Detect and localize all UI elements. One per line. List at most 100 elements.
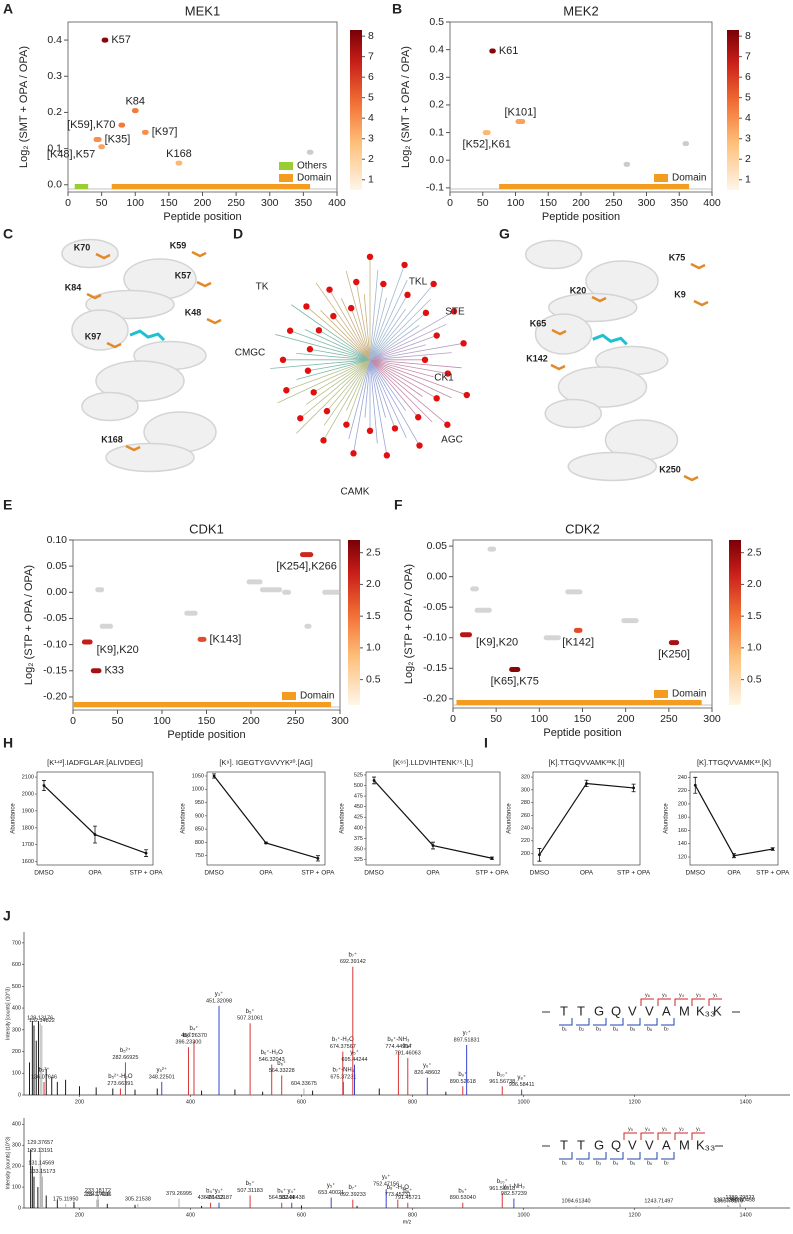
x-tick-label: 600 <box>297 1212 306 1218</box>
peptide-segment <box>306 149 314 155</box>
y-tick-label: 525 <box>354 772 363 778</box>
tree-branch <box>270 359 371 369</box>
y-ion-bracket <box>640 1132 654 1140</box>
peak-label: 774.44904 <box>385 1044 411 1050</box>
peptide-segment <box>282 589 292 595</box>
tree-branch <box>369 279 408 360</box>
y-ion-label: y₄ <box>645 1126 651 1132</box>
peak-label: 692.39142 <box>340 959 366 965</box>
x-tick-label: 1000 <box>517 1099 529 1105</box>
plot-frame <box>365 771 501 866</box>
peptide-segment <box>487 546 497 552</box>
b-ion-label: b₆ <box>647 1026 652 1032</box>
residue: G <box>594 1003 604 1018</box>
y-tick-label: 2000 <box>22 791 34 797</box>
tree-branch <box>369 359 462 369</box>
protein-ribbon <box>95 360 185 402</box>
b-ion-bracket <box>661 1018 675 1026</box>
y-tick-label: -0.05 <box>423 601 447 613</box>
b-ion-label: b₁ <box>562 1026 567 1032</box>
colorbar-tick-label: 0.5 <box>366 673 381 685</box>
x-tick-label: 1200 <box>628 1099 640 1105</box>
lysine-stick <box>206 317 222 325</box>
legend-swatch <box>654 174 668 182</box>
legend-label: Others <box>297 161 327 172</box>
image-label: K57 <box>175 270 192 280</box>
image-label: K70 <box>74 242 91 252</box>
tree-branch <box>369 359 448 374</box>
line <box>538 782 634 856</box>
segment-label: [K35] <box>105 133 131 145</box>
tree-branch <box>369 270 379 360</box>
segment-label: [K9],K20 <box>97 644 139 656</box>
y-tick-label: 100 <box>12 1185 21 1191</box>
tree-branch <box>369 352 452 361</box>
y-tick-label: 120 <box>678 854 687 860</box>
legend-label: Domain <box>672 173 706 184</box>
tree-branch <box>277 359 371 404</box>
residue: T <box>560 1003 568 1018</box>
y-axis-label: Log₂ (SMT + OPA / OPA) <box>18 46 30 168</box>
kinase-dot <box>304 367 312 374</box>
legend-swatch <box>282 692 296 700</box>
y-tick-label: 400 <box>12 1122 21 1128</box>
peak-label: 982.57239 <box>501 1191 527 1197</box>
y-tick-label: -0.15 <box>423 662 447 674</box>
b-ion-bracket <box>644 1152 658 1160</box>
x-tick-label: 300 <box>638 197 656 209</box>
residue: M <box>679 1137 690 1152</box>
residue: Q <box>611 1137 621 1152</box>
peak-ion: y₉⁺-NH₃ <box>503 1183 525 1190</box>
point <box>372 779 376 782</box>
plot-frame <box>449 21 713 193</box>
x-tick-label: DMSO <box>34 870 54 877</box>
point <box>264 841 268 845</box>
peak-ion: b₇⁺ <box>349 1184 358 1191</box>
residue: Q <box>611 1003 621 1018</box>
b-ion-label: b₄ <box>613 1026 619 1032</box>
y-tick-label: 160 <box>678 828 687 834</box>
colorbar-tick-label: 6 <box>368 71 374 83</box>
y-tick-label: 140 <box>678 841 687 847</box>
residue: A <box>662 1137 671 1152</box>
axes <box>23 932 790 1096</box>
segment-label: [K65],K75 <box>491 675 539 687</box>
peptide-segment <box>474 607 492 613</box>
b-ion-bracket <box>576 1152 590 1160</box>
kinase-dot <box>320 437 327 444</box>
tree-branch <box>296 359 371 434</box>
y-tick-label: 0.5 <box>429 16 444 28</box>
y-tick-label: 325 <box>354 857 363 863</box>
y-tick-label: 300 <box>521 787 530 793</box>
y-tick-label: 0.2 <box>429 99 444 111</box>
residue: V <box>645 1137 654 1152</box>
peak-label: 564.33228 <box>269 1068 295 1074</box>
kinase-dot <box>463 391 470 399</box>
image-label: CK1 <box>434 373 454 384</box>
peak-label: 305.21538 <box>125 1196 151 1202</box>
y-tick-label: 750 <box>195 853 204 859</box>
x-tick-label: 350 <box>670 197 688 209</box>
b-ion-bracket <box>661 1152 675 1160</box>
colorbar-tick-label: 1 <box>368 174 374 186</box>
peak-ion: b₄⁺ <box>190 1025 199 1032</box>
peak-label: 674.37567 <box>330 1044 356 1050</box>
peak-ion: b₆⁺ <box>277 1187 286 1194</box>
tree-branch <box>289 330 371 361</box>
chart-title: CDK1 <box>189 521 224 536</box>
tree-branch <box>286 359 371 391</box>
tree-branch <box>369 283 434 361</box>
lysine-stick <box>125 444 141 452</box>
image-label: TKL <box>409 277 428 288</box>
y-ion-label: y₄ <box>679 992 685 998</box>
y-ion-bracket <box>691 1132 705 1140</box>
x-tick-label: DMSO <box>204 870 224 877</box>
x-axis-label: Peptide position <box>542 211 620 223</box>
peak-label: 773.45231 <box>385 1192 411 1198</box>
kinase-dot <box>330 312 337 320</box>
kinase-dot <box>283 387 290 394</box>
tree-branch <box>326 359 371 412</box>
protein-ribbon <box>81 391 139 422</box>
kinase-dot <box>303 303 310 310</box>
segment-label: [K250] <box>658 649 690 661</box>
